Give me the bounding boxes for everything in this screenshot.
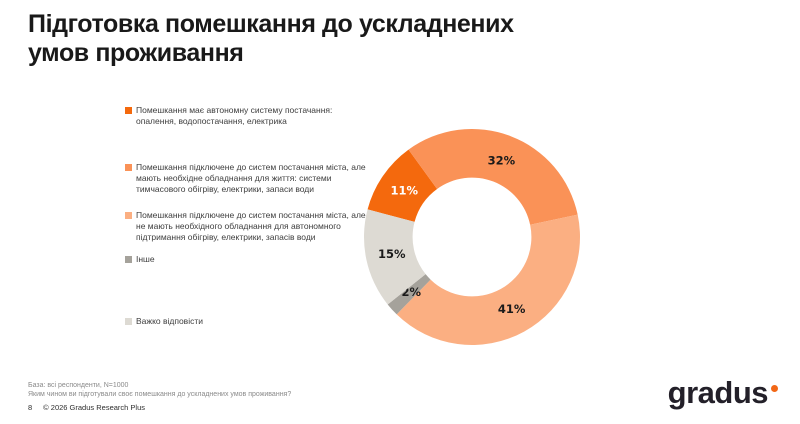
- gradus-logo: gradus: [667, 375, 778, 410]
- donut-chart: 11%32%41%2%15%: [363, 128, 581, 346]
- pie-slice-3: [387, 274, 431, 315]
- pie-slice-1: [408, 128, 578, 225]
- data-label-1: 32%: [488, 154, 516, 168]
- page-number: 8: [28, 403, 33, 412]
- legend-item-2: Помешкання підключене до систем постачан…: [125, 210, 367, 244]
- legend-swatch-icon: [125, 107, 132, 114]
- pie-slice-4: [363, 209, 426, 305]
- pie-slice-2: [396, 214, 581, 346]
- footer-row: 8 © 2026 Gradus Research Plus: [28, 403, 145, 412]
- legend-item-4: Важко відповісти: [125, 316, 367, 327]
- legend-swatch-icon: [125, 256, 132, 263]
- legend-item-3: Інше: [125, 254, 367, 265]
- legend-label: Помешкання підключене до систем постачан…: [136, 162, 366, 195]
- page-title: Підготовка помешкання до ускладнених умо…: [28, 10, 514, 68]
- pie-slice-0: [367, 149, 438, 222]
- legend-swatch-icon: [125, 164, 132, 171]
- question-note: Яким чином ви підготували своє помешканн…: [28, 391, 292, 398]
- copyright: © 2026 Gradus Research Plus: [43, 403, 146, 412]
- donut-chart-area: 11% 32% 41% 2% 15%: [362, 127, 582, 347]
- data-label-0: 11%: [391, 184, 419, 198]
- legend-item-1: Помешкання підключене до систем постачан…: [125, 162, 367, 196]
- base-note: База: всі респонденти, N=1000: [28, 382, 129, 389]
- legend-label: Помешкання має автономну систему постача…: [136, 105, 333, 127]
- legend-swatch-icon: [125, 212, 132, 219]
- logo-dot-icon: [771, 385, 778, 392]
- legend-label: Важко відповісти: [136, 316, 203, 326]
- legend-item-0: Помешкання має автономну систему постача…: [125, 105, 367, 127]
- legend-label: Інше: [136, 254, 155, 264]
- data-label-4: 15%: [378, 247, 406, 261]
- legend-label: Помешкання підключене до систем постачан…: [136, 210, 366, 243]
- data-label-2: 41%: [498, 302, 526, 316]
- chart-legend: Помешкання має автономну систему постача…: [0, 0, 370, 424]
- legend-swatch-icon: [125, 318, 132, 325]
- logo-text: gradus: [667, 375, 769, 410]
